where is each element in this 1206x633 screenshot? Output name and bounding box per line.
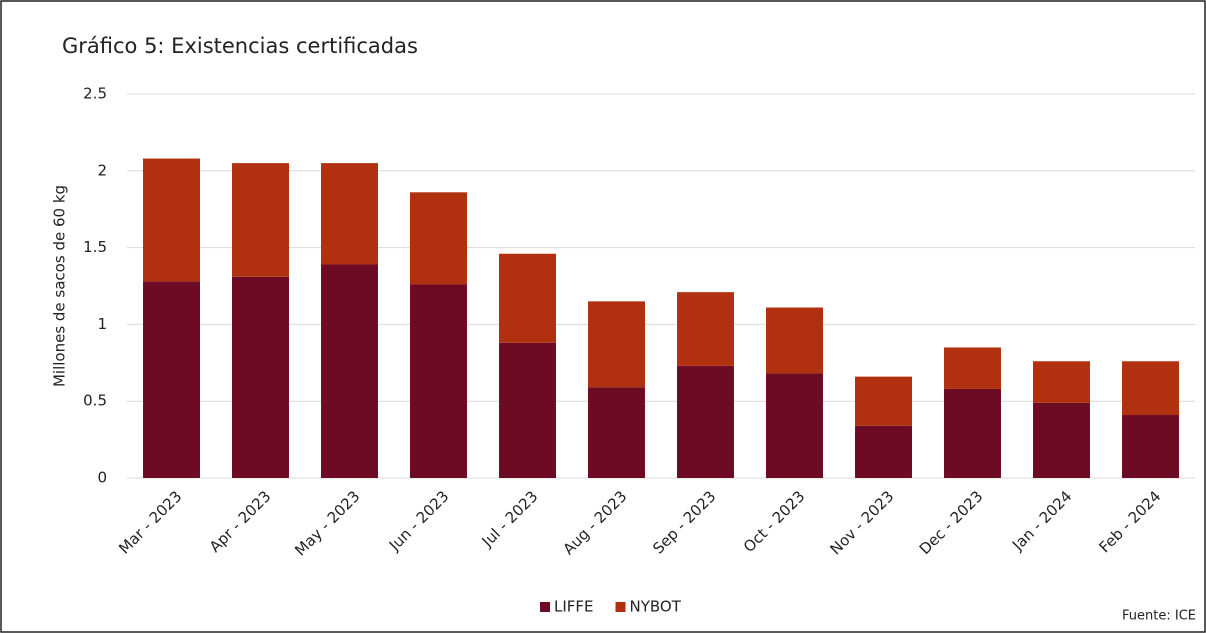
y-axis-label: Millones de sacos de 60 kg [51,185,69,387]
y-tick-label: 2 [97,161,107,179]
y-tick-label: 1.5 [83,238,107,256]
bar-segment [1033,402,1090,478]
bar-segment [499,253,556,343]
bar-segment [232,163,289,277]
bar-segment [588,301,645,388]
y-tick-label: 0 [97,469,107,487]
bar-segment [766,373,823,478]
bar-segment [1122,361,1179,416]
bar-segment [1122,415,1179,478]
bar-segment [677,365,734,478]
legend-swatch [615,602,626,612]
bar-segment [410,284,467,478]
chart-title: Gráfico 5: Existencias certificadas [62,34,418,58]
bar-segment [321,163,378,265]
y-tick-label: 1 [97,315,107,333]
bar-segment [677,292,734,366]
bar-segment [410,192,467,285]
bar-segment [855,425,912,478]
bar-segment [944,388,1001,478]
bar-segment [944,347,1001,389]
bar-segment [499,342,556,478]
bar-segment [855,376,912,426]
y-tick-label: 2.5 [83,85,107,103]
bar-segment [232,276,289,478]
legend-swatch [540,602,550,612]
bar-segment [143,158,200,282]
source: Fuente: ICE [1122,609,1196,624]
bar-segment [588,387,645,478]
legend-label: NYBOT [630,598,682,616]
bar-segment [143,281,200,478]
legend-label: LIFFE [554,598,594,616]
y-tick-label: 0.5 [83,392,107,410]
bar-segment [321,264,378,478]
bar-segment [766,307,823,374]
bar-segment [1033,361,1090,403]
